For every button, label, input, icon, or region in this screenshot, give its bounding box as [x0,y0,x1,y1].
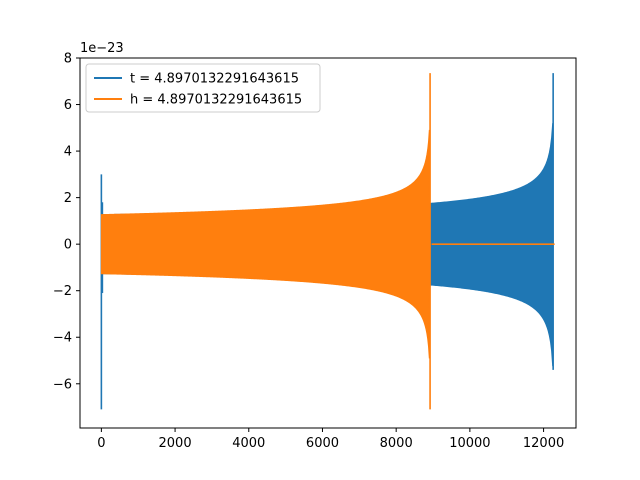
y-tick-label: −2 [53,284,72,299]
x-tick-label: 4000 [232,436,265,451]
axes-frame [79,57,577,429]
y-scale-offset-label: 1e−23 [80,41,124,56]
y-tick-label: 4 [64,145,72,160]
legend-box [85,63,321,113]
y-tick-label: 8 [64,52,72,67]
x-tick-label: 2000 [159,436,192,451]
axes: 0 2000 4000 6000 8000 10000 12000 −6 −4 −2 0 2 4 6 8 [53,52,577,451]
x-tick-label: 12000 [523,436,564,451]
plot-area [100,73,555,410]
y-tick-label: −6 [53,377,72,392]
y-tick-label: 2 [64,191,72,206]
legend-label: t = 4.8970132291643615 [130,72,299,87]
y-tick-label: 6 [64,98,72,113]
x-tick-label: 0 [97,436,105,451]
legend: t = 4.8970132291643615 h = 4.897013229164… [85,63,321,113]
x-tick-label: 6000 [306,436,339,451]
x-tick-label: 8000 [380,436,413,451]
x-tick-label: 10000 [449,436,490,451]
legend-label: h = 4.8970132291643615 [130,93,302,108]
y-tick-label: −4 [53,331,72,346]
y-tick-label: 0 [64,238,72,253]
